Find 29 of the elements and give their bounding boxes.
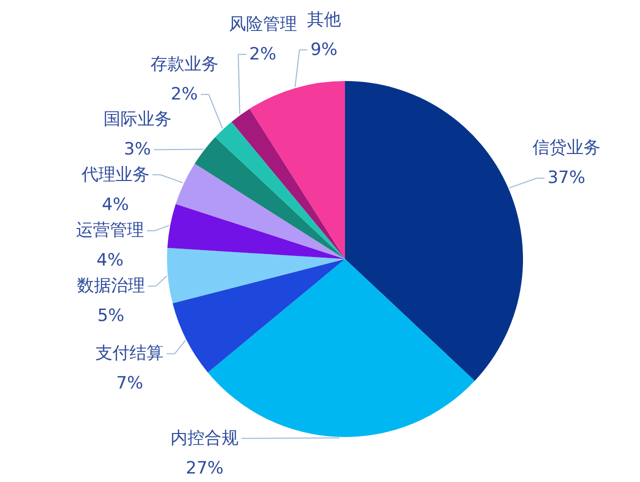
pie-slice	[167, 204, 345, 259]
pie-slice	[232, 108, 345, 259]
data-label: 7%	[116, 374, 144, 394]
slice-label: 支付结算	[96, 344, 164, 364]
pie-slice	[167, 248, 345, 304]
slice-label: 内控合规	[170, 428, 239, 448]
data-label: 27%	[186, 458, 224, 478]
pie-slice	[194, 137, 345, 259]
pie-slice	[176, 164, 345, 259]
pie-slice	[215, 122, 345, 259]
slice-label: 风险管理	[228, 14, 297, 34]
data-label: 5%	[97, 306, 124, 326]
slice-label: 信贷业务	[532, 138, 600, 158]
slice-label: 代理业务	[80, 164, 150, 185]
pie-slice	[250, 81, 345, 259]
pie-slice	[345, 81, 523, 381]
slice-label: 国际业务	[103, 110, 172, 130]
data-label: 37%	[547, 168, 586, 188]
data-label: 2%	[170, 84, 198, 104]
slice-label: 运营管理	[76, 220, 144, 241]
data-label: 3%	[124, 140, 151, 160]
pie-slice	[172, 259, 345, 372]
data-label: 4%	[102, 194, 129, 215]
slice-label: 数据治理	[76, 276, 145, 296]
data-label: 9%	[310, 40, 338, 60]
slice-label: 存款业务	[150, 54, 218, 74]
data-label: 4%	[96, 250, 124, 271]
data-label: 2%	[249, 44, 276, 64]
slice-label: 其他	[306, 10, 341, 30]
